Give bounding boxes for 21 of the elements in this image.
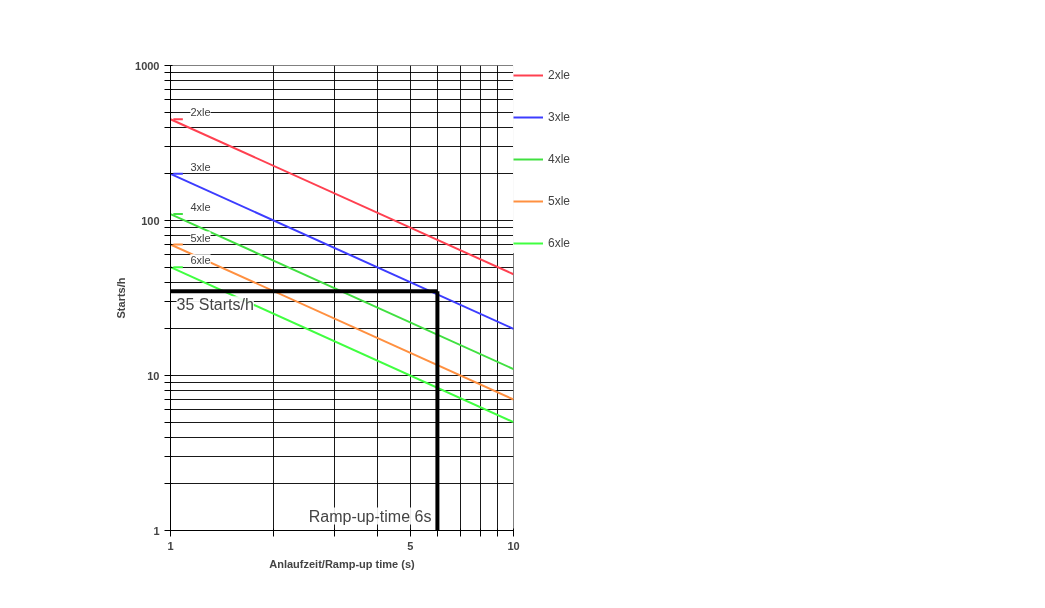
y-axis-title: Starts/h	[115, 277, 128, 319]
y-tick-label: 10	[147, 369, 160, 382]
x-axis-title: Anlaufzeit/Ramp-up time (s)	[269, 557, 416, 570]
ref-line-label: 35 Starts/h	[176, 296, 254, 314]
x-tick-label: 5	[407, 539, 414, 552]
ref-line-label: Ramp-up-time 6s	[308, 507, 432, 525]
legend-label: 5xle	[548, 194, 571, 208]
y-tick-label: 1000	[135, 59, 160, 72]
x-tick-label: 1	[167, 539, 174, 552]
x-tick-label: 10	[507, 539, 520, 552]
annotation: 6xle	[190, 254, 211, 267]
legend-label: 6xle	[548, 236, 571, 250]
annotation: 2xle	[190, 106, 211, 119]
annotation: 3xle	[190, 160, 211, 173]
annotation: 4xle	[190, 201, 211, 214]
annotation: 5xle	[190, 231, 211, 244]
legend-label: 2xle	[548, 68, 571, 82]
legend-label: 3xle	[548, 110, 571, 124]
legend-label: 4xle	[548, 152, 571, 166]
y-tick-label: 100	[141, 214, 160, 227]
y-tick-label: 1	[153, 524, 160, 537]
